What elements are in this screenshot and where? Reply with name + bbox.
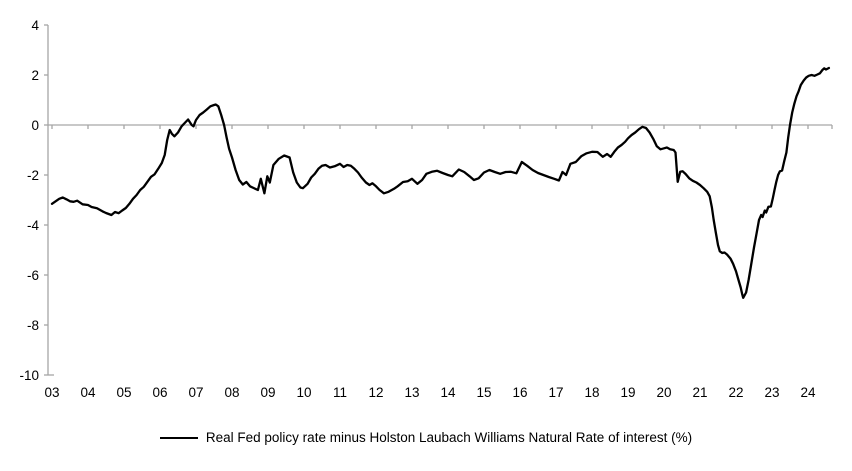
x-axis-tick-label: 18 (584, 385, 599, 400)
x-axis-tick-label: 04 (80, 385, 96, 400)
legend-line-swatch (159, 436, 198, 439)
x-axis-tick-label: 09 (260, 385, 275, 400)
x-axis-tick-label: 19 (620, 385, 635, 400)
x-axis-tick-label: 17 (548, 385, 563, 400)
y-axis-tick-label: 4 (31, 18, 39, 33)
y-axis-tick-label: 2 (31, 68, 39, 83)
x-axis-tick-label: 10 (296, 385, 311, 400)
y-axis-tick-label: -10 (19, 368, 39, 383)
x-axis-tick-label: 12 (368, 385, 383, 400)
y-axis-tick-label: -6 (27, 268, 39, 283)
y-axis-tick-label: -4 (27, 218, 39, 233)
series-line (50, 66, 831, 299)
legend: Real Fed policy rate minus Holston Lauba… (0, 430, 852, 445)
x-axis-tick-label: 08 (224, 385, 239, 400)
y-axis-tick-label: 0 (31, 118, 39, 133)
x-axis-tick-label: 20 (656, 385, 671, 400)
x-axis-tick-label: 23 (764, 385, 779, 400)
legend-label: Real Fed policy rate minus Holston Lauba… (205, 430, 693, 445)
x-axis-tick-label: 16 (512, 385, 527, 400)
x-axis-tick-label: 21 (692, 385, 707, 400)
x-axis-tick-label: 15 (476, 385, 491, 400)
x-axis-tick-label: 06 (152, 385, 167, 400)
x-axis-tick-label: 05 (116, 385, 131, 400)
x-axis-tick-label: 14 (440, 385, 456, 400)
x-axis-tick-label: 22 (728, 385, 743, 400)
x-axis-tick-label: 03 (44, 385, 59, 400)
x-axis-tick-label: 07 (188, 385, 203, 400)
x-axis-tick-label: 13 (404, 385, 419, 400)
x-axis-tick-label: 11 (333, 385, 347, 400)
y-axis-tick-label: -2 (27, 168, 39, 183)
y-axis-tick-label: -8 (27, 318, 39, 333)
x-axis-tick-label: 24 (800, 385, 816, 400)
